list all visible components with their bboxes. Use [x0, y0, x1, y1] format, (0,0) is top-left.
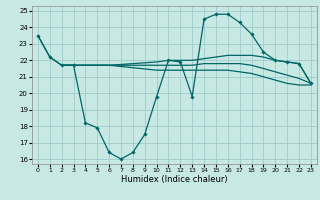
X-axis label: Humidex (Indice chaleur): Humidex (Indice chaleur)	[121, 175, 228, 184]
